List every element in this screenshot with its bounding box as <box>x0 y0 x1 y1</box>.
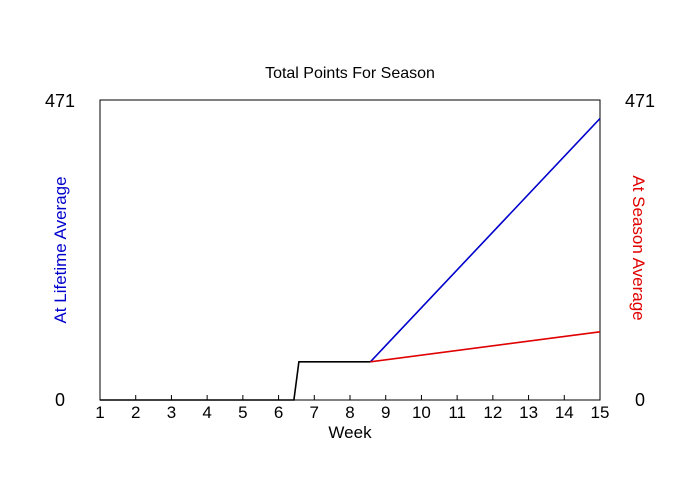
x-tick-label: 5 <box>238 403 247 422</box>
x-tick-label: 6 <box>274 403 283 422</box>
series-line-at-lifetime-average <box>369 117 601 363</box>
left-y-max-label: 471 <box>45 91 75 111</box>
x-tick-label: 7 <box>310 403 319 422</box>
x-axis-ticks: 1 2 3 4 5 6 7 8 9 10 11 12 13 14 15 <box>95 395 609 422</box>
left-y-axis-label: At Lifetime Average <box>51 176 70 323</box>
chart-title: Total Points For Season <box>265 65 435 82</box>
x-tick-label: 9 <box>381 403 390 422</box>
x-tick-label: 11 <box>448 403 466 422</box>
series-line-at-season-average <box>370 331 601 363</box>
right-y-max-label: 471 <box>625 91 655 111</box>
series-line-actual <box>100 360 371 401</box>
x-tick-label: 13 <box>519 403 538 422</box>
x-tick-label: 12 <box>483 403 502 422</box>
x-tick-label: 2 <box>131 403 140 422</box>
x-axis-label: Week <box>328 423 372 442</box>
x-tick-label: 10 <box>412 403 431 422</box>
x-tick-label: 4 <box>202 403 211 422</box>
x-tick-label: 1 <box>95 403 104 422</box>
plot-frame <box>99 99 601 401</box>
x-tick-label: 3 <box>167 403 176 422</box>
x-tick-label: 15 <box>591 403 610 422</box>
right-y-axis-label: At Season Average <box>629 175 648 320</box>
series-layer <box>100 117 601 401</box>
left-y-min-label: 0 <box>55 390 65 410</box>
x-tick-label: 8 <box>345 403 354 422</box>
right-y-min-label: 0 <box>635 390 645 410</box>
x-tick-label: 14 <box>555 403 574 422</box>
